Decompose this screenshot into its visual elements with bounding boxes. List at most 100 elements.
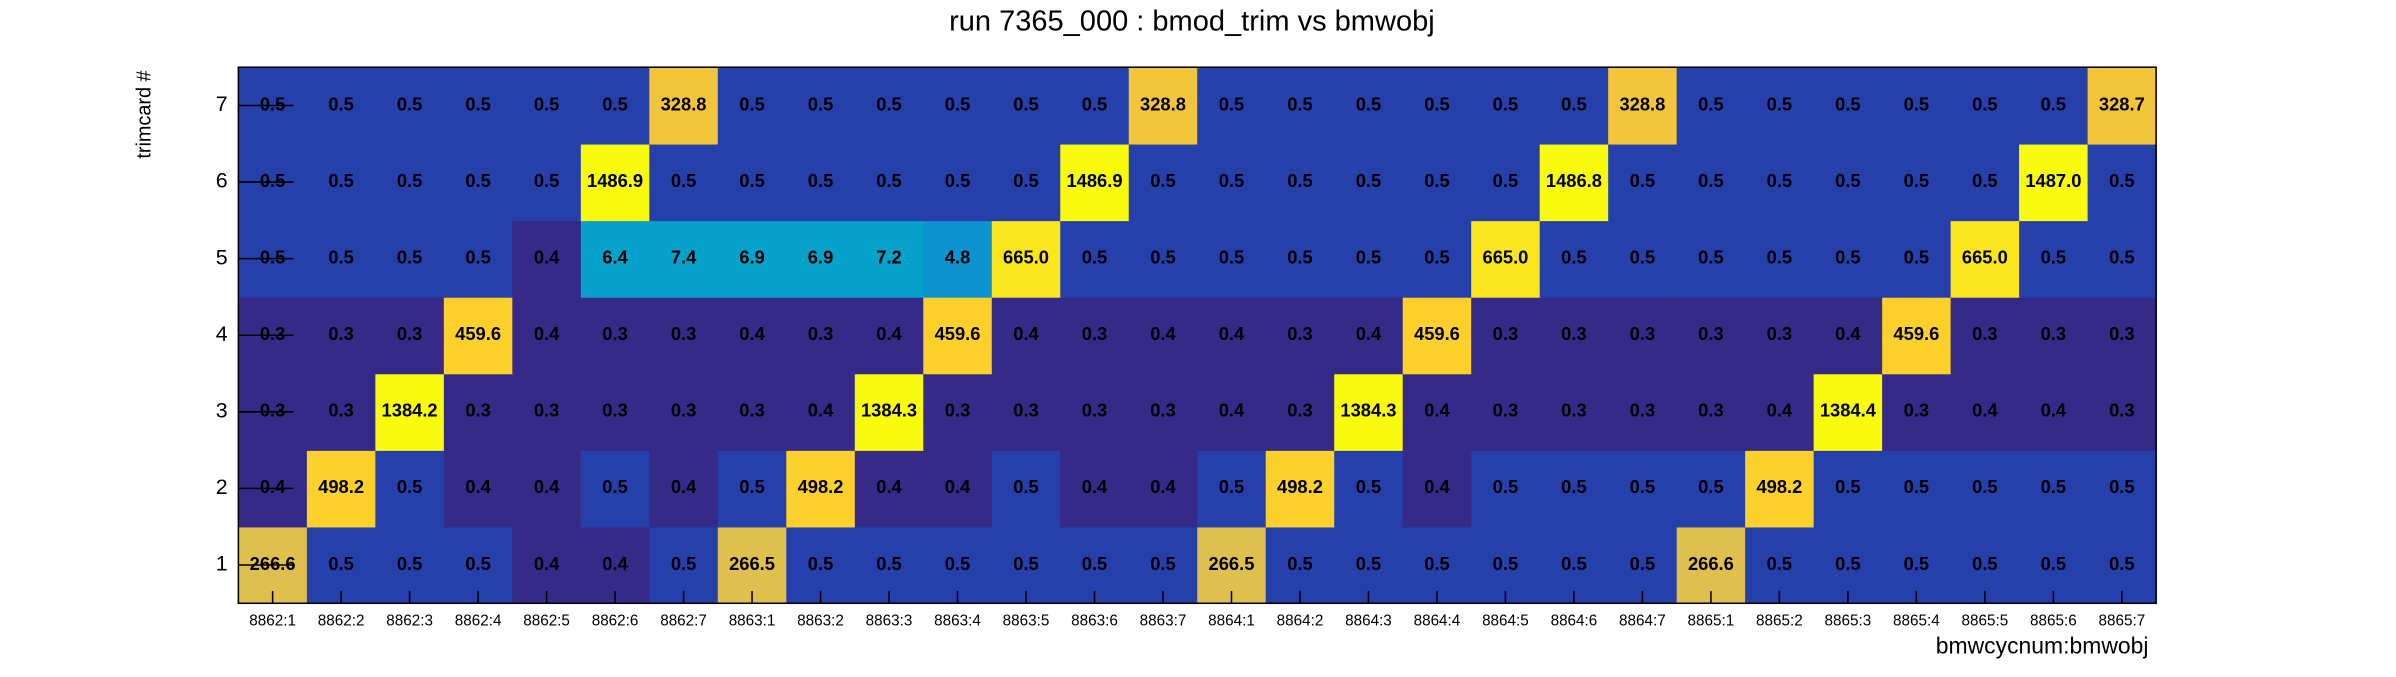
cell-label: 1384.4 bbox=[1820, 400, 1877, 421]
cell-label: 0.5 bbox=[1835, 553, 1860, 574]
cell-label: 0.5 bbox=[465, 247, 490, 268]
heatmap-cell bbox=[1265, 296, 1335, 375]
cell-label: 0.3 bbox=[1013, 400, 1038, 421]
y-tick-label: 1 bbox=[216, 552, 228, 576]
heatmap-cell bbox=[786, 220, 856, 298]
heatmap-cell bbox=[854, 296, 925, 375]
heatmap-cell bbox=[991, 220, 1062, 298]
heatmap-cell bbox=[854, 67, 925, 145]
heatmap-cell bbox=[2087, 67, 2157, 145]
cell-label: 0.5 bbox=[260, 170, 285, 191]
x-tick-label: 8862:3 bbox=[386, 613, 433, 630]
heatmap-cell bbox=[306, 373, 377, 451]
cell-label: 0.5 bbox=[1150, 553, 1175, 574]
cell-label: 0.5 bbox=[1630, 170, 1655, 191]
heatmap-cell bbox=[649, 450, 719, 528]
cell-label: 665.0 bbox=[1482, 247, 1528, 268]
cell-label: 0.5 bbox=[2041, 553, 2066, 574]
cell-label: 328.8 bbox=[1140, 93, 1186, 114]
cell-label: 0.5 bbox=[1493, 93, 1518, 114]
cell-label: 0.5 bbox=[397, 93, 422, 114]
heatmap-cell bbox=[1334, 296, 1404, 375]
heatmap-cell bbox=[1402, 450, 1472, 528]
x-tick-label: 8865:1 bbox=[1688, 613, 1735, 630]
x-tick-label: 8862:1 bbox=[249, 613, 296, 630]
cell-label: 0.5 bbox=[1972, 170, 1997, 191]
cell-label: 0.4 bbox=[534, 323, 560, 344]
heatmap-cell bbox=[717, 296, 788, 375]
heatmap-cell bbox=[1745, 220, 1815, 298]
heatmap-cell bbox=[717, 450, 788, 528]
x-tick-label: 8865:6 bbox=[2030, 613, 2077, 630]
cell-label: 6.9 bbox=[808, 247, 833, 268]
heatmap-cell bbox=[649, 67, 719, 145]
x-tick-label: 8862:4 bbox=[455, 613, 502, 630]
cell-label: 459.6 bbox=[935, 323, 981, 344]
cell-label: 0.5 bbox=[945, 170, 970, 191]
cell-label: 7.4 bbox=[671, 247, 697, 268]
heatmap-cell bbox=[1060, 220, 1130, 298]
heatmap-cell bbox=[1676, 67, 1746, 145]
heatmap-cell bbox=[375, 220, 445, 298]
heatmap-cell bbox=[786, 296, 856, 375]
cell-label: 0.3 bbox=[945, 400, 970, 421]
cell-label: 0.3 bbox=[671, 400, 696, 421]
heatmap-cell bbox=[854, 143, 925, 222]
x-tick-label: 8862:2 bbox=[318, 613, 365, 630]
cell-label: 0.5 bbox=[1287, 93, 1312, 114]
cell-label: 0.5 bbox=[2109, 553, 2134, 574]
x-tick-label: 8865:3 bbox=[1825, 613, 1872, 630]
heatmap-cell bbox=[1950, 296, 2020, 375]
cell-label: 459.6 bbox=[1414, 323, 1460, 344]
heatmap-cell bbox=[1265, 143, 1335, 222]
heatmap-cell bbox=[306, 296, 377, 375]
heatmap-cell bbox=[717, 220, 788, 298]
x-tick-label: 8864:2 bbox=[1277, 613, 1324, 630]
cell-label: 0.5 bbox=[397, 170, 422, 191]
heatmap-cell bbox=[580, 296, 651, 375]
cell-label: 0.3 bbox=[260, 323, 285, 344]
cell-label: 0.3 bbox=[1287, 400, 1312, 421]
cell-label: 0.5 bbox=[1767, 553, 1792, 574]
heatmap-cell bbox=[1197, 220, 1267, 298]
cell-label: 0.5 bbox=[1835, 247, 1860, 268]
heatmap-cell bbox=[375, 373, 445, 451]
cell-label: 0.5 bbox=[2041, 93, 2066, 114]
cell-label: 0.5 bbox=[1013, 553, 1038, 574]
heatmap-cell bbox=[1813, 220, 1883, 298]
cell-label: 498.2 bbox=[318, 476, 364, 497]
heatmap-cell bbox=[1265, 450, 1335, 528]
heatmap-cell bbox=[1197, 450, 1267, 528]
heatmap-cell bbox=[2087, 296, 2157, 375]
heatmap-cell bbox=[443, 373, 514, 451]
cell-label: 0.5 bbox=[1356, 247, 1381, 268]
heatmap-cell bbox=[2087, 220, 2157, 298]
heatmap-cell bbox=[1334, 220, 1404, 298]
y-tick-label: 2 bbox=[216, 475, 228, 499]
y-tick-label: 3 bbox=[216, 398, 228, 422]
cell-label: 0.5 bbox=[1356, 170, 1381, 191]
cell-label: 0.5 bbox=[1082, 247, 1107, 268]
cell-label: 0.5 bbox=[1150, 247, 1175, 268]
cell-label: 328.8 bbox=[1619, 93, 1665, 114]
cell-label: 0.5 bbox=[1424, 553, 1449, 574]
heatmap-cell bbox=[443, 450, 514, 528]
cell-label: 459.6 bbox=[1893, 323, 1939, 344]
heatmap-cell bbox=[717, 143, 788, 222]
cell-label: 0.4 bbox=[1219, 323, 1245, 344]
cell-label: 0.4 bbox=[2041, 400, 2067, 421]
heatmap-cell bbox=[1539, 373, 1609, 451]
x-tick-label: 8863:1 bbox=[729, 613, 776, 630]
cell-label: 0.5 bbox=[808, 170, 833, 191]
cell-label: 665.0 bbox=[1962, 247, 2008, 268]
cell-label: 0.5 bbox=[739, 476, 764, 497]
heatmap-cell bbox=[1950, 373, 2020, 451]
heatmap-cell bbox=[1676, 296, 1746, 375]
cell-label: 0.4 bbox=[534, 247, 560, 268]
cell-label: 0.5 bbox=[1904, 553, 1929, 574]
heatmap-cell bbox=[1608, 220, 1678, 298]
cell-label: 0.3 bbox=[397, 323, 422, 344]
cell-label: 328.8 bbox=[661, 93, 707, 114]
heatmap-cell bbox=[1950, 450, 2020, 528]
cell-label: 0.5 bbox=[1219, 247, 1244, 268]
